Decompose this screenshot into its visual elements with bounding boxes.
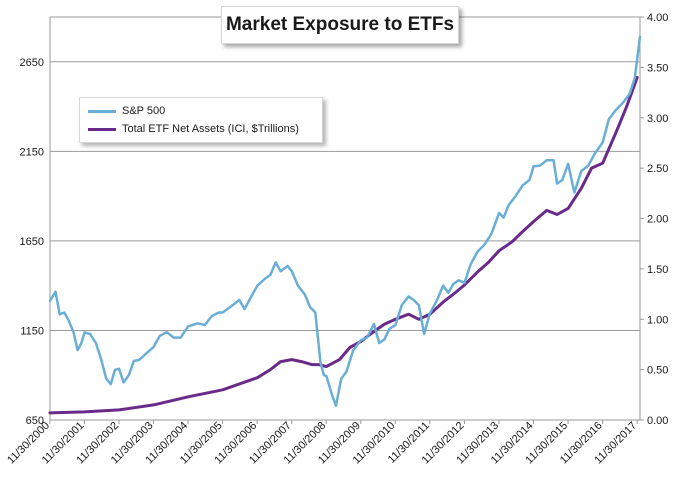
right-tick-label: 0.50 bbox=[647, 365, 668, 377]
gridlines bbox=[50, 61, 640, 331]
right-tick-label: 3.50 bbox=[647, 62, 668, 74]
legend-entry-etf: Total ETF Net Assets (ICI, $Trillions) bbox=[88, 122, 299, 136]
right-tick-label: 2.00 bbox=[647, 214, 668, 226]
left-tick-label: 2150 bbox=[20, 146, 44, 158]
right-tick-label: 0.00 bbox=[647, 415, 668, 427]
left-tick-label: 1650 bbox=[20, 236, 44, 248]
legend-entry-sp500: S&P 500 bbox=[88, 104, 165, 118]
legend-swatch-etf bbox=[88, 127, 116, 131]
series-line-etf-assets bbox=[48, 75, 639, 415]
chart-title: Market Exposure to ETFs bbox=[221, 6, 459, 44]
right-axis-ticks: 4.00 3.50 3.00 2.50 2.00 1.50 1.00 0.50 0.00 bbox=[640, 12, 668, 427]
legend-label-sp500: S&P 500 bbox=[122, 105, 166, 117]
legend: S&P 500 Total ETF Net Assets (ICI, $Tril… bbox=[79, 97, 323, 143]
right-tick-label: 3.00 bbox=[647, 113, 668, 125]
x-axis-ticks: 11/30/200011/30/200111/30/200211/30/2003… bbox=[5, 420, 639, 467]
series-layer bbox=[48, 35, 642, 415]
left-tick-label: 650 bbox=[26, 415, 44, 427]
right-tick-label: 2.50 bbox=[647, 163, 668, 175]
series-line-sp500 bbox=[48, 35, 642, 407]
legend-label-etf: Total ETF Net Assets (ICI, $Trillions) bbox=[122, 123, 299, 135]
left-axis-ticks: 2650 2150 1650 1150 650 bbox=[20, 57, 44, 427]
left-tick-label: 2650 bbox=[20, 57, 44, 69]
right-tick-label: 4.00 bbox=[647, 12, 668, 24]
legend-swatch-sp500 bbox=[88, 109, 116, 113]
right-tick-label: 1.00 bbox=[647, 314, 668, 326]
left-tick-label: 1150 bbox=[20, 325, 44, 337]
right-tick-label: 1.50 bbox=[647, 264, 668, 276]
